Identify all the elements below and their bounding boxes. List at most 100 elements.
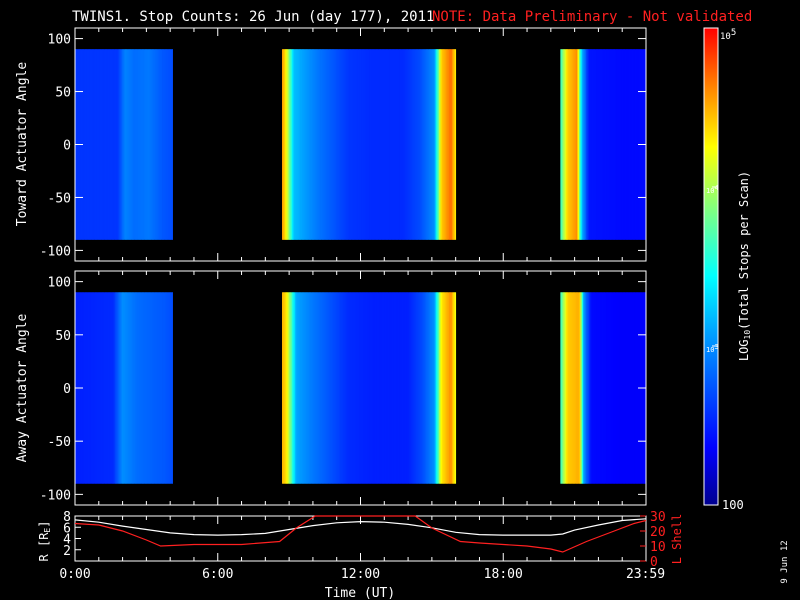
toward-heatmap-column [608,49,611,240]
away-heatmap-column [83,292,86,484]
away-axis-ticks: 100 50 0 -50 -100 [40,271,647,505]
toward-heatmap-column [567,49,570,240]
away-heatmap-column [129,292,132,484]
away-heatmap-column [410,292,413,484]
away-panel: 100 50 0 -50 -100 Away Actuator Angle [15,270,647,506]
away-heatmap-column [449,292,451,484]
away-heatmap-column [106,292,109,484]
toward-heatmap-column [594,49,597,240]
toward-heatmap-column [450,49,453,240]
toward-heatmap-column [341,49,344,240]
away-heatmap-column [304,292,307,484]
toward-heatmap-column [296,49,299,240]
orbit-ylabel-left: R [RE] [37,521,52,562]
toward-heatmap-column [134,49,137,240]
toward-heatmap-column [421,49,424,240]
away-heatmap-column [379,292,381,484]
toward-heatmap-column [564,49,567,240]
toward-heatmap-column [570,49,573,240]
toward-heatmap-column [617,49,620,240]
colorbar-label: LOG10(Total Stops per Scan) [737,171,752,361]
away-heatmap-column [313,292,316,484]
toward-heatmap-column [116,49,119,240]
away-heatmap-column [563,292,566,484]
toward-heatmap-column [446,49,448,240]
toward-heatmap-column [411,49,414,240]
toward-heatmap-column [127,49,130,240]
away-heatmap-column [613,292,615,484]
toward-heatmap-column [353,49,356,240]
side-date: 9 Jun 12 [780,540,790,583]
away-heatmap-column [381,292,384,484]
away-heatmap-column [364,292,367,484]
toward-heatmap-column [369,49,371,240]
toward-heatmap-column [293,49,296,240]
toward-heatmap-column [419,49,421,240]
away-heatmap-column [109,292,112,484]
toward-heatmap-column [416,49,418,240]
away-heatmap-column [132,292,134,484]
toward-heatmap-column [381,49,384,240]
toward-heatmap-column [343,49,346,240]
toward-heatmap-column [110,49,113,240]
away-heatmap-column [610,292,613,484]
away-heatmap-column [447,292,450,484]
away-ytick-label: -100 [40,488,71,503]
away-heatmap-column [86,292,89,484]
orbit-ytick-label-left: 4 [63,533,71,548]
toward-heatmap-column [169,49,172,240]
away-heatmap-column [453,292,456,484]
toward-heatmap-column [431,49,434,240]
toward-heatmap-column [413,49,416,240]
toward-heatmap-column [102,49,104,240]
toward-heatmap-column [449,49,451,240]
toward-heatmap-column [588,49,591,240]
toward-heatmap-column [167,49,170,240]
away-heatmap-column [620,292,623,484]
toward-heatmap-column [623,49,625,240]
orbit-ytick-label-left: 6 [63,521,71,536]
toward-heatmap-column [152,49,154,240]
away-heatmap-column [327,292,330,484]
away-heatmap-column [331,292,334,484]
orbit-lines [74,515,647,553]
toward-heatmap-column [427,49,430,240]
toward-heatmap-column [349,49,351,240]
toward-heatmap-column [166,49,169,240]
away-heatmap-column [567,292,570,484]
away-heatmap-column [363,292,366,484]
away-heatmap-column [596,292,598,484]
away-heatmap-column [618,292,621,484]
away-heatmap-column [137,292,140,484]
away-heatmap-column [414,292,417,484]
away-heatmap-column [573,292,576,484]
away-heatmap-column [326,292,329,484]
toward-panel: 100 50 0 -50 -100 Toward Actuator Angle [15,27,647,262]
away-heatmap-column [289,292,291,484]
away-heatmap-column [160,292,163,484]
away-heatmap-column [139,292,142,484]
away-heatmap-column [321,292,324,484]
toward-heatmap-column [403,49,406,240]
away-heatmap-column [303,292,306,484]
away-heatmap-column [407,292,410,484]
toward-heatmap-column [366,49,369,240]
toward-heatmap-column [426,49,428,240]
toward-heatmap-column [143,49,146,240]
toward-heatmap-column [109,49,112,240]
away-heatmap-column [343,292,346,484]
toward-heatmap-column [356,49,359,240]
toward-heatmap-column [100,49,103,240]
colorbar-tick-label-4: 104 [706,184,719,195]
toward-ytick-label: -50 [48,191,71,206]
x-tick-label: 12:00 [341,567,380,582]
toward-heatmap-column [630,49,633,240]
toward-heatmap-column [132,49,134,240]
away-heatmap-column [454,292,457,484]
toward-heatmap-column [420,49,423,240]
toward-heatmap-column [114,49,117,240]
toward-heatmap-column [396,49,399,240]
away-heatmap-column [357,292,360,484]
